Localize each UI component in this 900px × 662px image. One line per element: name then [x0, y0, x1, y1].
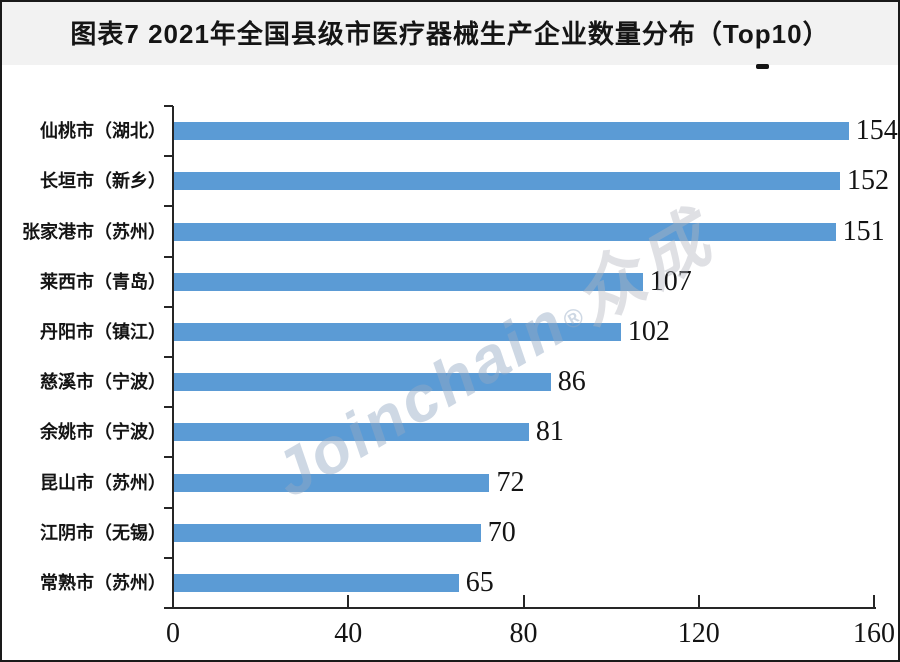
y-axis-tick	[164, 356, 173, 358]
category-label: 慈溪市（宁波）	[40, 372, 166, 393]
x-axis-tick	[347, 595, 350, 607]
x-axis-tick-label: 120	[677, 618, 720, 649]
y-axis-tick	[164, 255, 173, 258]
value-label: 70	[487, 516, 516, 548]
y-axis-tick	[164, 155, 173, 158]
bar	[174, 423, 529, 442]
y-axis-tick	[164, 205, 173, 208]
category-label: 丹阳市（镇江）	[40, 321, 166, 342]
x-axis-tick	[522, 595, 525, 607]
chart-title-band: 图表7 2021年全国县级市医疗器械生产企业数量分布（Top10）	[0, 0, 900, 65]
y-axis-tick	[164, 556, 173, 559]
y-axis-tick	[164, 607, 173, 609]
value-label: 152	[846, 165, 889, 197]
value-label: 102	[627, 315, 670, 347]
y-axis-tick	[164, 305, 173, 308]
bar	[174, 172, 840, 191]
y-axis-tick	[164, 506, 173, 509]
x-axis-tick-label: 40	[334, 618, 363, 649]
bar	[174, 322, 621, 341]
x-axis-tick	[873, 595, 875, 607]
value-label: 154	[855, 115, 898, 147]
value-label: 72	[496, 466, 525, 498]
x-axis-line	[172, 607, 876, 609]
bar	[174, 473, 490, 492]
bar	[174, 272, 643, 291]
x-axis-tick	[697, 595, 700, 607]
plot-area: 仙桃市（湖北） 154 长垣市（新乡） 152 张家港市（苏州） 151 莱西市（青岛） 10…	[0, 65, 900, 662]
value-label: 151	[842, 215, 885, 247]
y-axis-line	[172, 106, 174, 609]
category-label: 张家港市（苏州）	[22, 221, 166, 242]
category-label: 余姚市（宁波）	[40, 422, 166, 443]
chart-title: 图表7 2021年全国县级市医疗器械生产企业数量分布（Top10）	[70, 19, 830, 49]
category-label: 长垣市（新乡）	[40, 171, 166, 192]
category-label: 莱西市（青岛）	[40, 271, 166, 292]
y-axis-tick	[164, 105, 173, 107]
x-axis-tick-label: 0	[166, 618, 180, 649]
crop-artifact-dash	[756, 64, 769, 69]
value-label: 81	[535, 416, 564, 448]
category-label: 常熟市（苏州）	[40, 572, 166, 593]
x-axis-tick-label: 160	[853, 618, 895, 649]
value-label: 65	[465, 566, 494, 598]
category-label: 江阴市（无锡）	[40, 522, 166, 543]
bar	[174, 523, 481, 542]
bar	[174, 373, 551, 392]
value-label: 86	[557, 366, 586, 398]
category-label: 仙桃市（湖北）	[40, 121, 166, 142]
y-axis-tick	[164, 456, 173, 459]
bar	[174, 122, 849, 141]
category-label: 昆山市（苏州）	[40, 472, 166, 493]
bar	[174, 573, 459, 592]
value-label: 107	[649, 265, 692, 297]
x-axis-tick-label: 80	[509, 618, 538, 649]
bar	[174, 222, 836, 241]
y-axis-tick	[164, 406, 173, 409]
watermark: Joinchain®众成	[179, 142, 800, 558]
